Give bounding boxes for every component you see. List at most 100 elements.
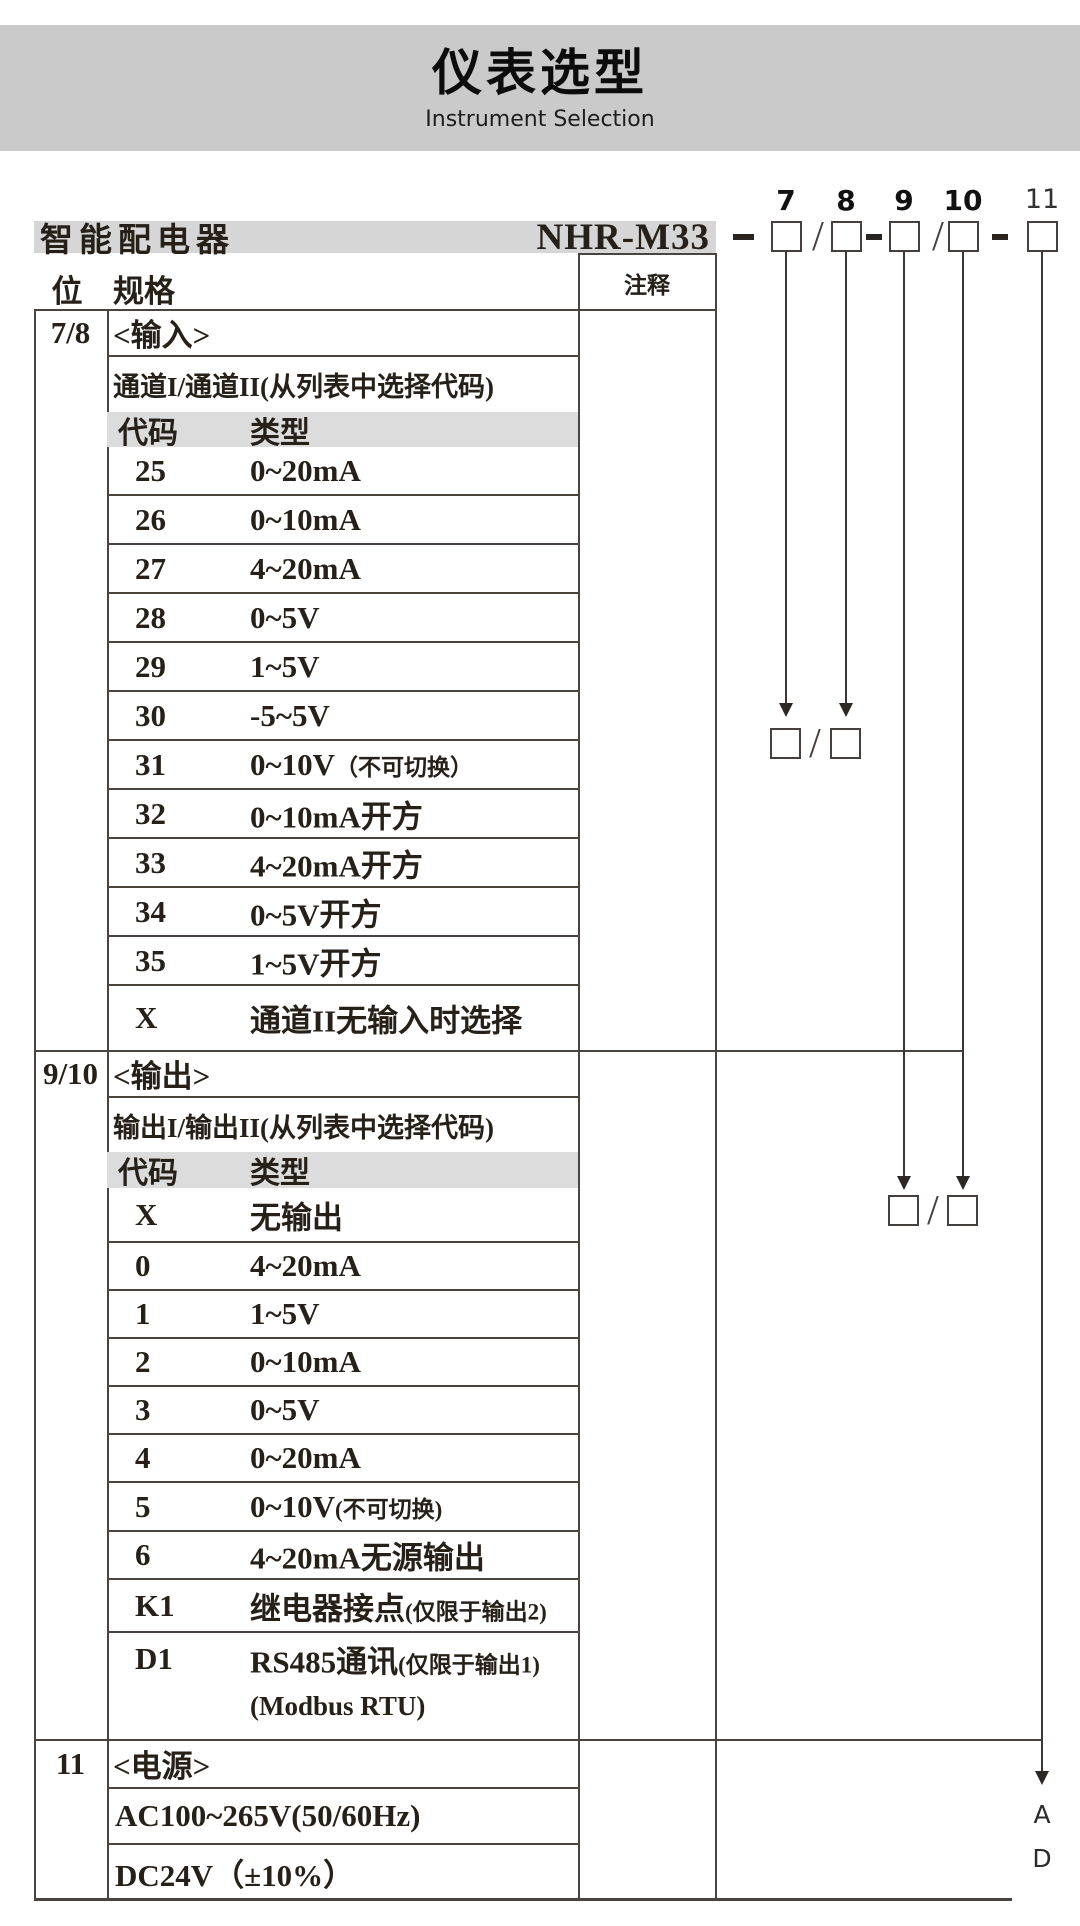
row-type: 通道II无输入时选择: [250, 1003, 523, 1039]
row-code: 26: [135, 501, 166, 537]
row-code: 3: [135, 1392, 151, 1427]
input-select-box-8: [830, 728, 861, 759]
row-type: 4~20mA开方: [250, 848, 423, 883]
code-row: 32 0~10mA开方: [107, 790, 578, 839]
row-type: 无输出: [250, 1200, 343, 1235]
arrow-down-icon: [839, 703, 853, 717]
group-subtitle-row: 输出I/输出II(从列表中选择代码): [107, 1098, 578, 1152]
diagram-line-10: [962, 252, 964, 1176]
row-code: 4: [135, 1440, 151, 1475]
row-code: 30: [135, 697, 166, 733]
code-row: 4 0~20mA: [107, 1435, 578, 1483]
code-row: 30 -5~5V: [107, 692, 578, 741]
dash-separator: [733, 234, 754, 240]
row-type: 0~20mA: [250, 452, 361, 488]
position-column-divider: [107, 309, 109, 1900]
code-row: 35 1~5V开方: [107, 937, 578, 986]
arrow-down-icon: [1035, 1771, 1049, 1785]
position-label: 7/8: [50, 315, 91, 350]
table-left-border: [34, 309, 36, 1900]
code-row: 2 0~10mA: [107, 1339, 578, 1387]
row-type: 1~5V开方: [250, 946, 382, 981]
row-type: 4~20mA: [250, 550, 361, 586]
model-code: NHR-M33: [536, 216, 710, 258]
section-rows: <输出> 输出I/输出II(从列表中选择代码) 代码 类型 X 无输出 0 4~20mA 1 1~…: [107, 1050, 578, 1739]
row-note: (仅限于输出2): [405, 1599, 547, 1624]
digit-label-8: 8: [836, 184, 856, 217]
code-row: 26 0~10mA: [107, 496, 578, 545]
digit-label-11: 11: [1024, 184, 1060, 215]
code-row: 27 4~20mA: [107, 545, 578, 594]
code-row: 34 0~5V开方: [107, 888, 578, 937]
group-title-row: <电源>: [107, 1739, 578, 1789]
code-box-10: [948, 221, 979, 252]
row-type: 1~5V: [250, 648, 320, 684]
note-column-top-border: [578, 253, 717, 255]
group-title: <输入>: [113, 317, 211, 353]
dash-separator: [866, 234, 882, 240]
arrow-down-icon: [897, 1176, 911, 1190]
code-column-header: 代码: [118, 1157, 178, 1190]
col-header-note: 注释: [624, 273, 670, 298]
code-row: 28 0~5V: [107, 594, 578, 643]
position-label: 9/10: [42, 1056, 99, 1091]
row-code: D1: [135, 1641, 173, 1676]
slash-separator: /: [809, 721, 821, 767]
code-row: 1 1~5V: [107, 1291, 578, 1339]
note-column-divider: [578, 253, 580, 1900]
row-type: 0~5V开方: [250, 897, 382, 932]
code-type-header-row: 代码 类型: [107, 1152, 578, 1190]
row-code: 28: [135, 599, 166, 635]
row-code: 32: [135, 795, 166, 831]
table-bottom-border: [34, 1898, 1012, 1901]
digit-label-9: 9: [894, 184, 914, 217]
arrow-down-icon: [956, 1176, 970, 1190]
diagram-line-9: [903, 252, 905, 1176]
digit-label-10: 10: [943, 184, 983, 217]
section-border-output-power: [34, 1739, 1042, 1741]
code-column-header: 代码: [118, 416, 178, 450]
slash-separator: /: [932, 214, 944, 260]
row-code: 2: [135, 1344, 151, 1379]
digit-label-7: 7: [776, 184, 796, 217]
product-name: 智能配电器: [40, 223, 235, 259]
code-box-9: [889, 221, 920, 252]
code-row: K1 继电器接点(仅限于输出2): [107, 1580, 578, 1633]
diagram-line-8: [845, 252, 847, 703]
row-code: 35: [135, 942, 166, 978]
row-type: 继电器接点(仅限于输出2): [250, 1591, 547, 1626]
type-column-header: 类型: [250, 1157, 310, 1190]
power-option-row: DC24V（±10%）: [107, 1845, 578, 1900]
code-row: 25 0~20mA: [107, 447, 578, 496]
diagram-line-11: [1041, 252, 1043, 1771]
section-border-input-output: [34, 1050, 963, 1052]
code-box-8: [831, 221, 862, 252]
group-subtitle: 输出I/输出II(从列表中选择代码): [113, 1112, 495, 1143]
arrow-down-icon: [779, 703, 793, 717]
output-select-box-9: [888, 1195, 919, 1226]
row-type: 0~5V: [250, 1392, 320, 1427]
group-title-row: <输出>: [107, 1050, 578, 1098]
row-type: 0~10mA开方: [250, 799, 423, 834]
row-code: K1: [135, 1587, 175, 1623]
row-type: -5~5V: [250, 697, 330, 733]
col-header-spec: 规格: [113, 274, 175, 309]
row-code: 25: [135, 452, 166, 488]
row-type: 1~5V: [250, 1296, 320, 1331]
code-row: 5 0~10V(不可切换): [107, 1483, 578, 1532]
page-title: 仪表选型: [432, 44, 648, 102]
code-box-7: [771, 221, 802, 252]
group-title-row: <输入>: [107, 309, 578, 357]
row-code: X: [135, 1000, 158, 1035]
power-option-row: AC100~265V(50/60Hz): [107, 1789, 578, 1845]
section-rows: <电源> AC100~265V(50/60Hz) DC24V（±10%）: [107, 1739, 578, 1900]
slash-separator: /: [812, 214, 824, 260]
row-type: 0~20mA: [250, 1440, 361, 1475]
page-subtitle: Instrument Selection: [425, 107, 655, 132]
row-type: 0~10V（不可切换）: [250, 746, 474, 782]
title-bar: 仪表选型 Instrument Selection: [0, 25, 1080, 151]
dash-separator: [992, 234, 1008, 240]
code-row: X 无输出: [107, 1188, 578, 1243]
code-box-11: [1027, 221, 1058, 252]
